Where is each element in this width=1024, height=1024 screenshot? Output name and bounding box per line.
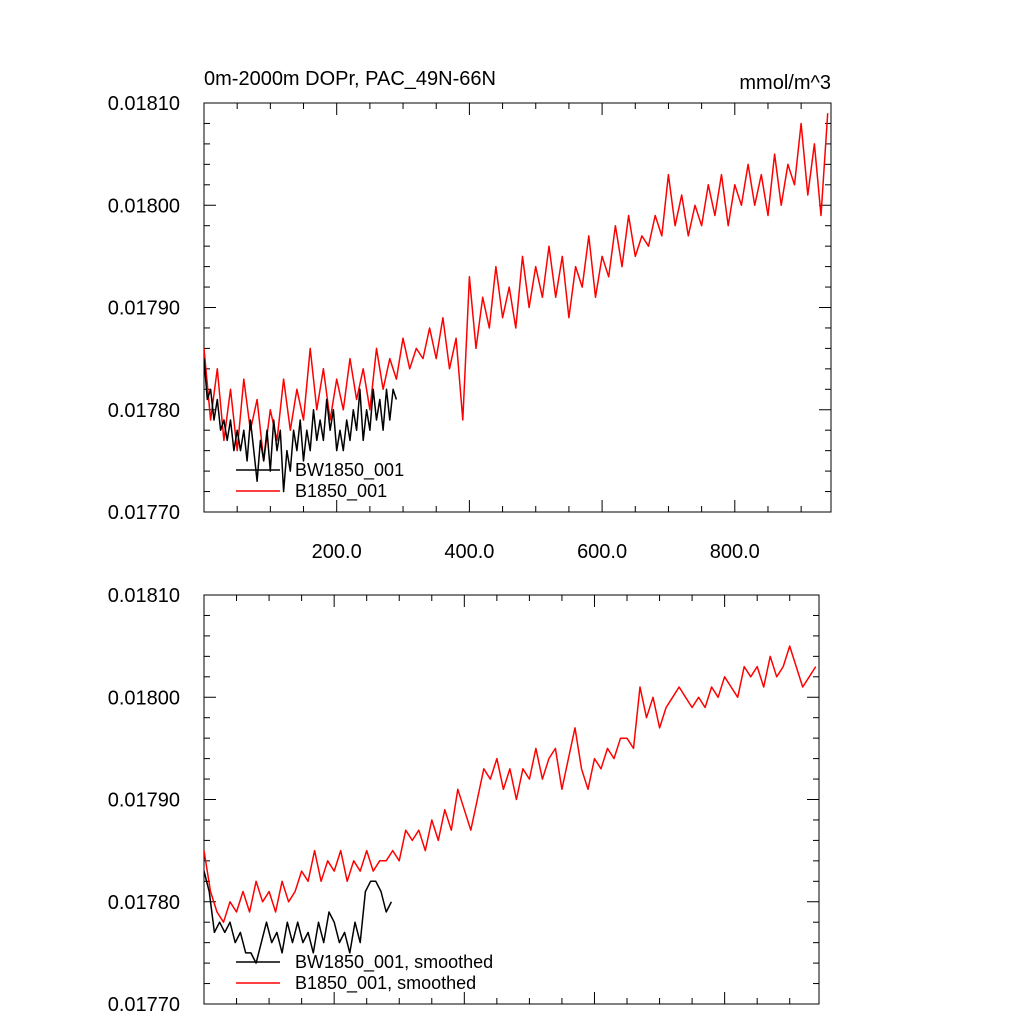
y-tick-label: 0.01790	[108, 298, 180, 320]
legend-label: B1850_001, smoothed	[295, 973, 476, 994]
y-tick-label: 0.01800	[108, 687, 180, 709]
plot-frame	[203, 594, 820, 1005]
series-line-b1850-001-smoothed	[204, 645, 817, 923]
y-tick-label: 0.01790	[108, 790, 180, 812]
y-tick-label: 0.01810	[108, 585, 180, 607]
series-line-bw1850-001	[204, 358, 398, 493]
chart-title: 0m-2000m DOPr, PAC_49N-66N	[204, 68, 496, 90]
y-tick-label: 0.01770	[108, 994, 180, 1016]
legend-label: BW1850_001	[295, 460, 404, 481]
series-line-b1850-001	[204, 113, 829, 462]
legend-label: B1850_001	[295, 481, 387, 502]
y-tick-label: 0.01810	[108, 93, 180, 115]
y-tick-label: 0.01770	[108, 502, 180, 524]
series-line-bw1850-001-smoothed	[204, 870, 393, 964]
bottom-panel: 0.01770 0.01780 0.01790 0.01800 0.01810 BW185…	[108, 585, 820, 1016]
y-tick-label: 0.01800	[108, 195, 180, 217]
legend-label: BW1850_001, smoothed	[295, 952, 493, 973]
units-label: mmol/m^3	[739, 72, 831, 94]
y-tick-label: 0.01780	[108, 400, 180, 422]
top-panel: 0.01770 0.01780 0.01790 0.01800 0.01810 200.0…	[108, 68, 832, 563]
x-tick-label: 800.0	[710, 541, 760, 563]
x-tick-label: 200.0	[312, 541, 362, 563]
x-tick-label: 600.0	[577, 541, 627, 563]
x-tick-label: 400.0	[444, 541, 494, 563]
y-tick-label: 0.01780	[108, 892, 180, 914]
